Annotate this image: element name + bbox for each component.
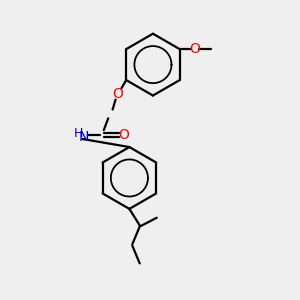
Text: H: H bbox=[74, 127, 83, 140]
Text: O: O bbox=[190, 42, 200, 56]
Text: O: O bbox=[112, 87, 123, 101]
Text: N: N bbox=[79, 130, 89, 144]
Text: O: O bbox=[119, 128, 130, 142]
